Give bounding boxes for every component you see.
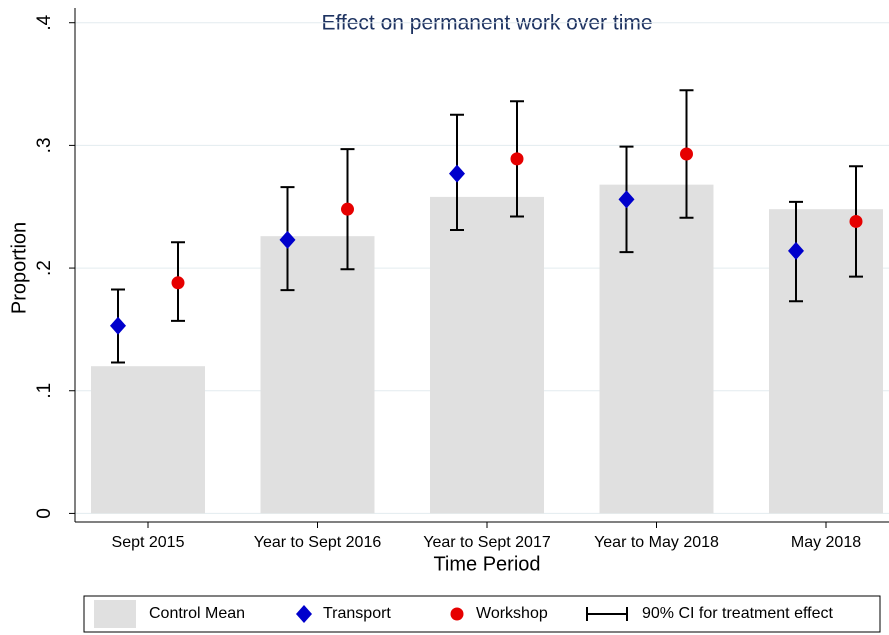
legend-swatch xyxy=(296,605,312,623)
legend-box xyxy=(83,595,881,633)
control-bar xyxy=(91,366,205,514)
x-tick-label: Year to May 2018 xyxy=(594,534,719,551)
transport-point xyxy=(449,164,465,183)
y-tick-label: .2 xyxy=(34,260,55,276)
control-bar xyxy=(430,196,544,514)
y-axis-title: Proportion xyxy=(8,222,30,314)
transport-point xyxy=(788,241,804,260)
legend-swatch xyxy=(94,600,136,628)
workshop-point xyxy=(849,214,863,228)
legend-swatch xyxy=(586,607,628,621)
y-tick-label: .4 xyxy=(34,14,55,30)
x-tick-label: May 2018 xyxy=(791,534,861,551)
workshop-point xyxy=(680,147,693,161)
transport-point xyxy=(110,316,126,335)
legend-label: Workshop xyxy=(476,605,548,622)
workshop-point xyxy=(171,276,185,290)
x-tick-label: Year to Sept 2017 xyxy=(423,534,551,551)
legend-label: 90% CI for treatment effect xyxy=(642,605,833,622)
control-bar xyxy=(769,209,883,514)
workshop-point xyxy=(341,202,354,216)
x-axis-title: Time Period xyxy=(433,553,540,575)
y-tick-label: .3 xyxy=(34,137,55,153)
control-bar xyxy=(260,236,375,514)
y-tick-label: .1 xyxy=(34,383,55,399)
transport-point xyxy=(279,230,296,249)
transport-point xyxy=(618,190,635,209)
legend-label: Control Mean xyxy=(149,605,245,622)
x-tick-label: Sept 2015 xyxy=(112,534,185,551)
control-bar xyxy=(599,184,714,514)
workshop-point xyxy=(510,152,524,166)
y-tick-label: 0 xyxy=(34,508,55,519)
x-tick-label: Year to Sept 2016 xyxy=(254,534,382,551)
legend-label: Transport xyxy=(323,605,391,622)
legend-swatch xyxy=(450,607,464,621)
